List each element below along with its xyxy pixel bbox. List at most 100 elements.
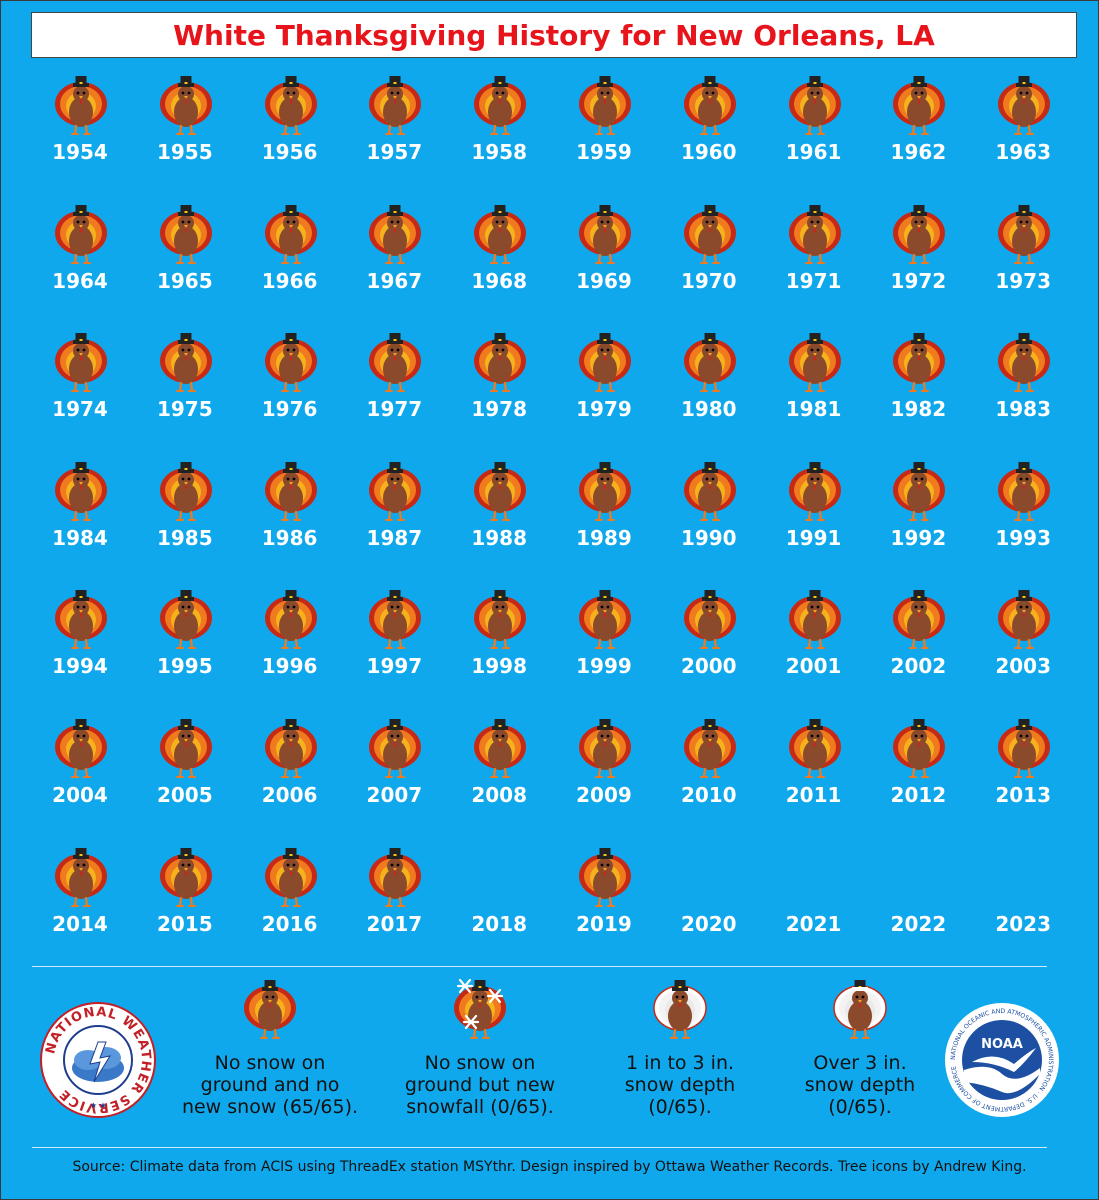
year-label: 1966 bbox=[261, 268, 318, 293]
turkey-icon bbox=[369, 204, 422, 264]
year-label: 1965 bbox=[156, 268, 213, 293]
turkey-icon bbox=[788, 590, 841, 650]
turkey-light-snow-icon bbox=[653, 980, 707, 1040]
turkey-icon bbox=[474, 76, 527, 136]
year-cell: 1991 bbox=[762, 456, 867, 585]
year-label: 1989 bbox=[576, 525, 632, 550]
year-cell: 1963 bbox=[971, 70, 1076, 199]
year-label: 2016 bbox=[261, 911, 318, 936]
turkey-icon bbox=[788, 718, 841, 779]
year-cell: 1985 bbox=[133, 456, 238, 585]
year-cell: 1988 bbox=[447, 456, 552, 585]
year-label: 1996 bbox=[261, 654, 318, 679]
legend: No snow on ground and no new snow (65/65… bbox=[0, 970, 1099, 1140]
turkey-icon bbox=[159, 718, 212, 779]
turkey-icon bbox=[159, 204, 212, 264]
turkey-icon bbox=[998, 76, 1051, 136]
year-label: 1961 bbox=[785, 140, 842, 164]
year-label: 1960 bbox=[680, 140, 737, 164]
year-cell: 1971 bbox=[762, 199, 867, 328]
year-label: 2005 bbox=[156, 782, 213, 807]
year-label: 1976 bbox=[261, 397, 318, 422]
turkey-icon bbox=[55, 461, 107, 521]
legend-text: No snow on ground and no new snow (65/65… bbox=[181, 1052, 359, 1118]
year-cell: 1972 bbox=[866, 199, 971, 328]
turkey-icon bbox=[683, 590, 736, 650]
year-label: 1982 bbox=[890, 397, 947, 422]
year-label: 1997 bbox=[366, 654, 423, 679]
year-label: 1955 bbox=[156, 140, 213, 164]
turkey-icon bbox=[159, 461, 212, 521]
year-cell: 1992 bbox=[866, 456, 971, 585]
turkey-icon bbox=[244, 980, 296, 1040]
turkey-icon bbox=[159, 847, 212, 907]
turkey-heavy-snow-icon bbox=[833, 980, 887, 1040]
turkey-icon bbox=[369, 590, 422, 650]
year-label: 1993 bbox=[995, 525, 1051, 550]
year-cell: 1957 bbox=[342, 70, 447, 199]
year-cell: 1984 bbox=[28, 456, 133, 585]
year-label: 2023 bbox=[995, 911, 1051, 936]
year-cell: 2015 bbox=[133, 842, 238, 971]
turkey-icon bbox=[369, 76, 422, 136]
year-label: 1958 bbox=[471, 140, 528, 164]
turkey-icon bbox=[998, 590, 1051, 650]
year-cell: 1976 bbox=[238, 327, 343, 456]
year-label: 1957 bbox=[366, 140, 423, 164]
year-label: 1986 bbox=[261, 525, 318, 550]
turkey-icon bbox=[264, 333, 317, 393]
year-label: 1973 bbox=[995, 268, 1051, 293]
year-label: 1985 bbox=[156, 525, 213, 550]
turkey-icon bbox=[578, 718, 631, 779]
year-label: 2019 bbox=[576, 911, 632, 936]
year-cell: 1983 bbox=[971, 327, 1076, 456]
year-cell: 1986 bbox=[238, 456, 343, 585]
legend-text: Over 3 in. snow depth (0/65). bbox=[804, 1052, 916, 1118]
turkey-icon bbox=[264, 76, 317, 136]
turkey-icon bbox=[683, 461, 736, 521]
turkey-icon bbox=[683, 718, 736, 779]
turkey-icon bbox=[264, 718, 317, 779]
turkey-icon bbox=[893, 333, 946, 393]
year-label: 2008 bbox=[471, 782, 528, 807]
year-label: 1998 bbox=[471, 654, 528, 679]
turkey-icon bbox=[893, 461, 946, 521]
year-cell: 2004 bbox=[28, 713, 133, 842]
turkey-icon bbox=[369, 461, 422, 521]
year-label: 2004 bbox=[52, 782, 108, 807]
year-label: 2017 bbox=[366, 911, 423, 936]
year-label: 1994 bbox=[52, 654, 108, 679]
year-label: 2011 bbox=[785, 782, 842, 807]
year-cell: 1960 bbox=[657, 70, 762, 199]
year-cell: 2018 bbox=[447, 842, 552, 971]
year-label: 2001 bbox=[785, 654, 842, 679]
year-label: 2015 bbox=[156, 911, 213, 936]
year-label: 1956 bbox=[261, 140, 318, 164]
year-label: 2002 bbox=[890, 654, 947, 679]
turkey-icon bbox=[55, 333, 107, 393]
year-cell: 1969 bbox=[552, 199, 657, 328]
year-label: 1971 bbox=[785, 268, 842, 293]
noaa-logo: NOAA NATIONAL OCEANIC AND ATMOSPHERIC AD… bbox=[944, 1002, 1060, 1118]
year-label: 1974 bbox=[52, 397, 108, 422]
year-cell: 2021 bbox=[762, 842, 867, 971]
year-cell: 2000 bbox=[657, 584, 762, 713]
turkey-icon bbox=[159, 590, 212, 650]
turkey-icon bbox=[998, 461, 1051, 521]
noaa-logo-center-text: NOAA bbox=[981, 1037, 1023, 1052]
turkey-icon bbox=[264, 847, 317, 907]
year-cell: 2016 bbox=[238, 842, 343, 971]
year-cell: 1964 bbox=[28, 199, 133, 328]
year-label: 2014 bbox=[52, 911, 108, 936]
year-label: 1983 bbox=[995, 397, 1051, 422]
year-cell: 1989 bbox=[552, 456, 657, 585]
turkey-icon bbox=[788, 333, 841, 393]
legend-text: 1 in to 3 in. snow depth (0/65). bbox=[624, 1052, 736, 1118]
year-cell: 1975 bbox=[133, 327, 238, 456]
year-label: 1995 bbox=[156, 654, 213, 679]
year-cell: 1955 bbox=[133, 70, 238, 199]
turkey-icon bbox=[788, 461, 841, 521]
year-label: 1980 bbox=[680, 397, 737, 422]
turkey-icon bbox=[578, 204, 631, 264]
year-cell: 1961 bbox=[762, 70, 867, 199]
